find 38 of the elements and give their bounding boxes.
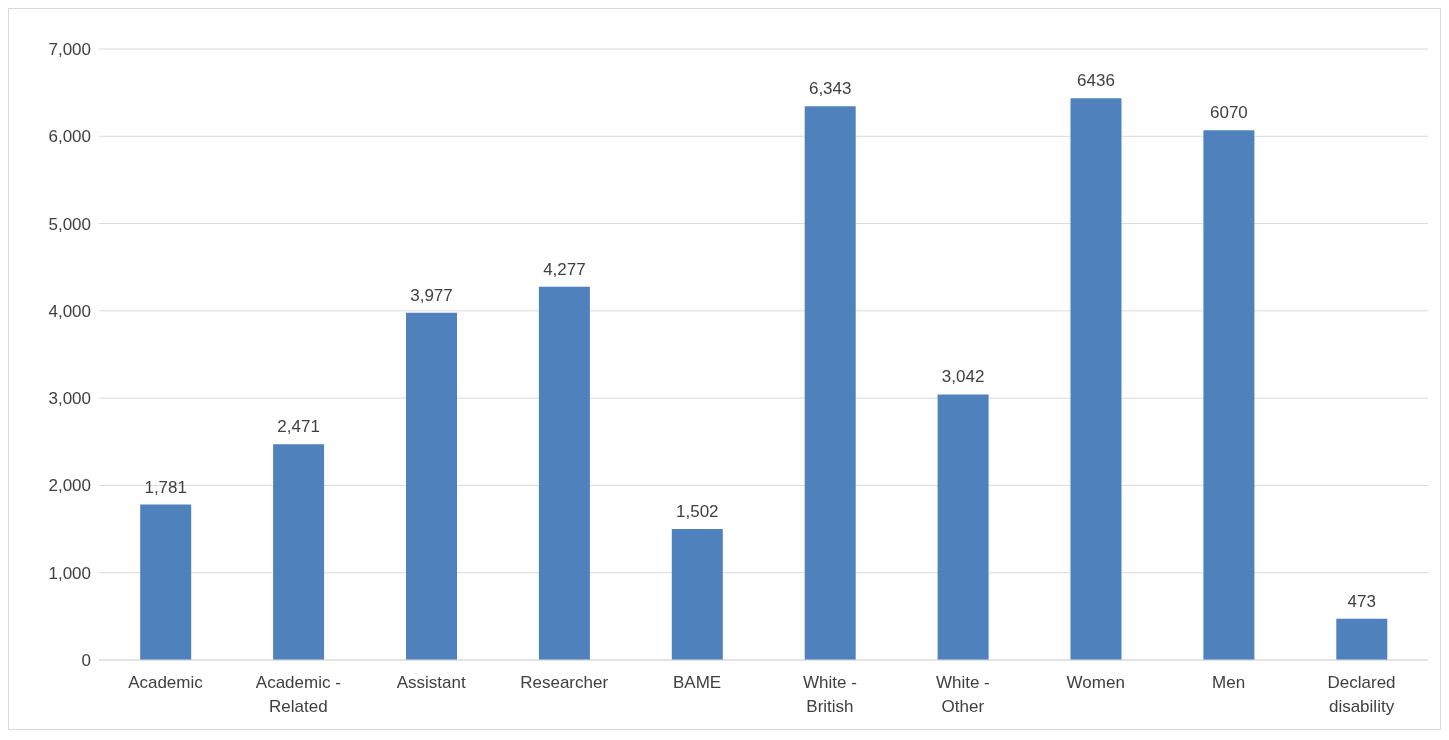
data-label: 2,471 [277,417,320,437]
y-tick-label: 7,000 [48,40,91,60]
data-label: 6436 [1077,71,1115,91]
data-label: 4,277 [543,259,586,279]
x-tick-label: Academic [128,673,204,692]
x-tick-label: BAME [672,673,722,692]
data-label: 1,502 [676,501,719,521]
bar [140,504,192,660]
x-tick-label: Men [1212,673,1246,692]
y-tick-label: 1,000 [48,563,91,583]
bar [1070,98,1122,660]
x-tick-label: Women [1066,673,1125,692]
x-tick-label: White - British [803,673,857,716]
y-tick-label: 6,000 [48,127,91,147]
x-tick-label: Declared disability [1327,673,1396,716]
data-label: 1,781 [144,477,187,497]
data-label: 3,977 [410,285,453,305]
data-label: 3,042 [941,367,985,387]
data-label: 473 [1347,591,1376,611]
bar [804,106,856,660]
bar [671,528,723,660]
y-tick-label: 2,000 [48,476,91,496]
bar [1203,130,1255,660]
y-tick-label: 4,000 [48,301,91,321]
x-tick-label: White - Other [935,673,990,716]
bar [406,312,457,660]
x-tick-label: Researcher [520,673,609,692]
x-tick-label: Assistant [396,673,467,692]
bar [273,444,325,660]
y-tick-label: 3,000 [48,389,91,409]
x-tick-label: Academic - Related [255,673,341,716]
bar [937,394,989,660]
y-tick-label: 0 [81,651,91,671]
bar [538,286,590,660]
data-label: 6070 [1209,103,1248,123]
data-label: 6,343 [808,79,852,99]
bar [1336,618,1388,660]
y-tick-label: 5,000 [48,214,91,234]
